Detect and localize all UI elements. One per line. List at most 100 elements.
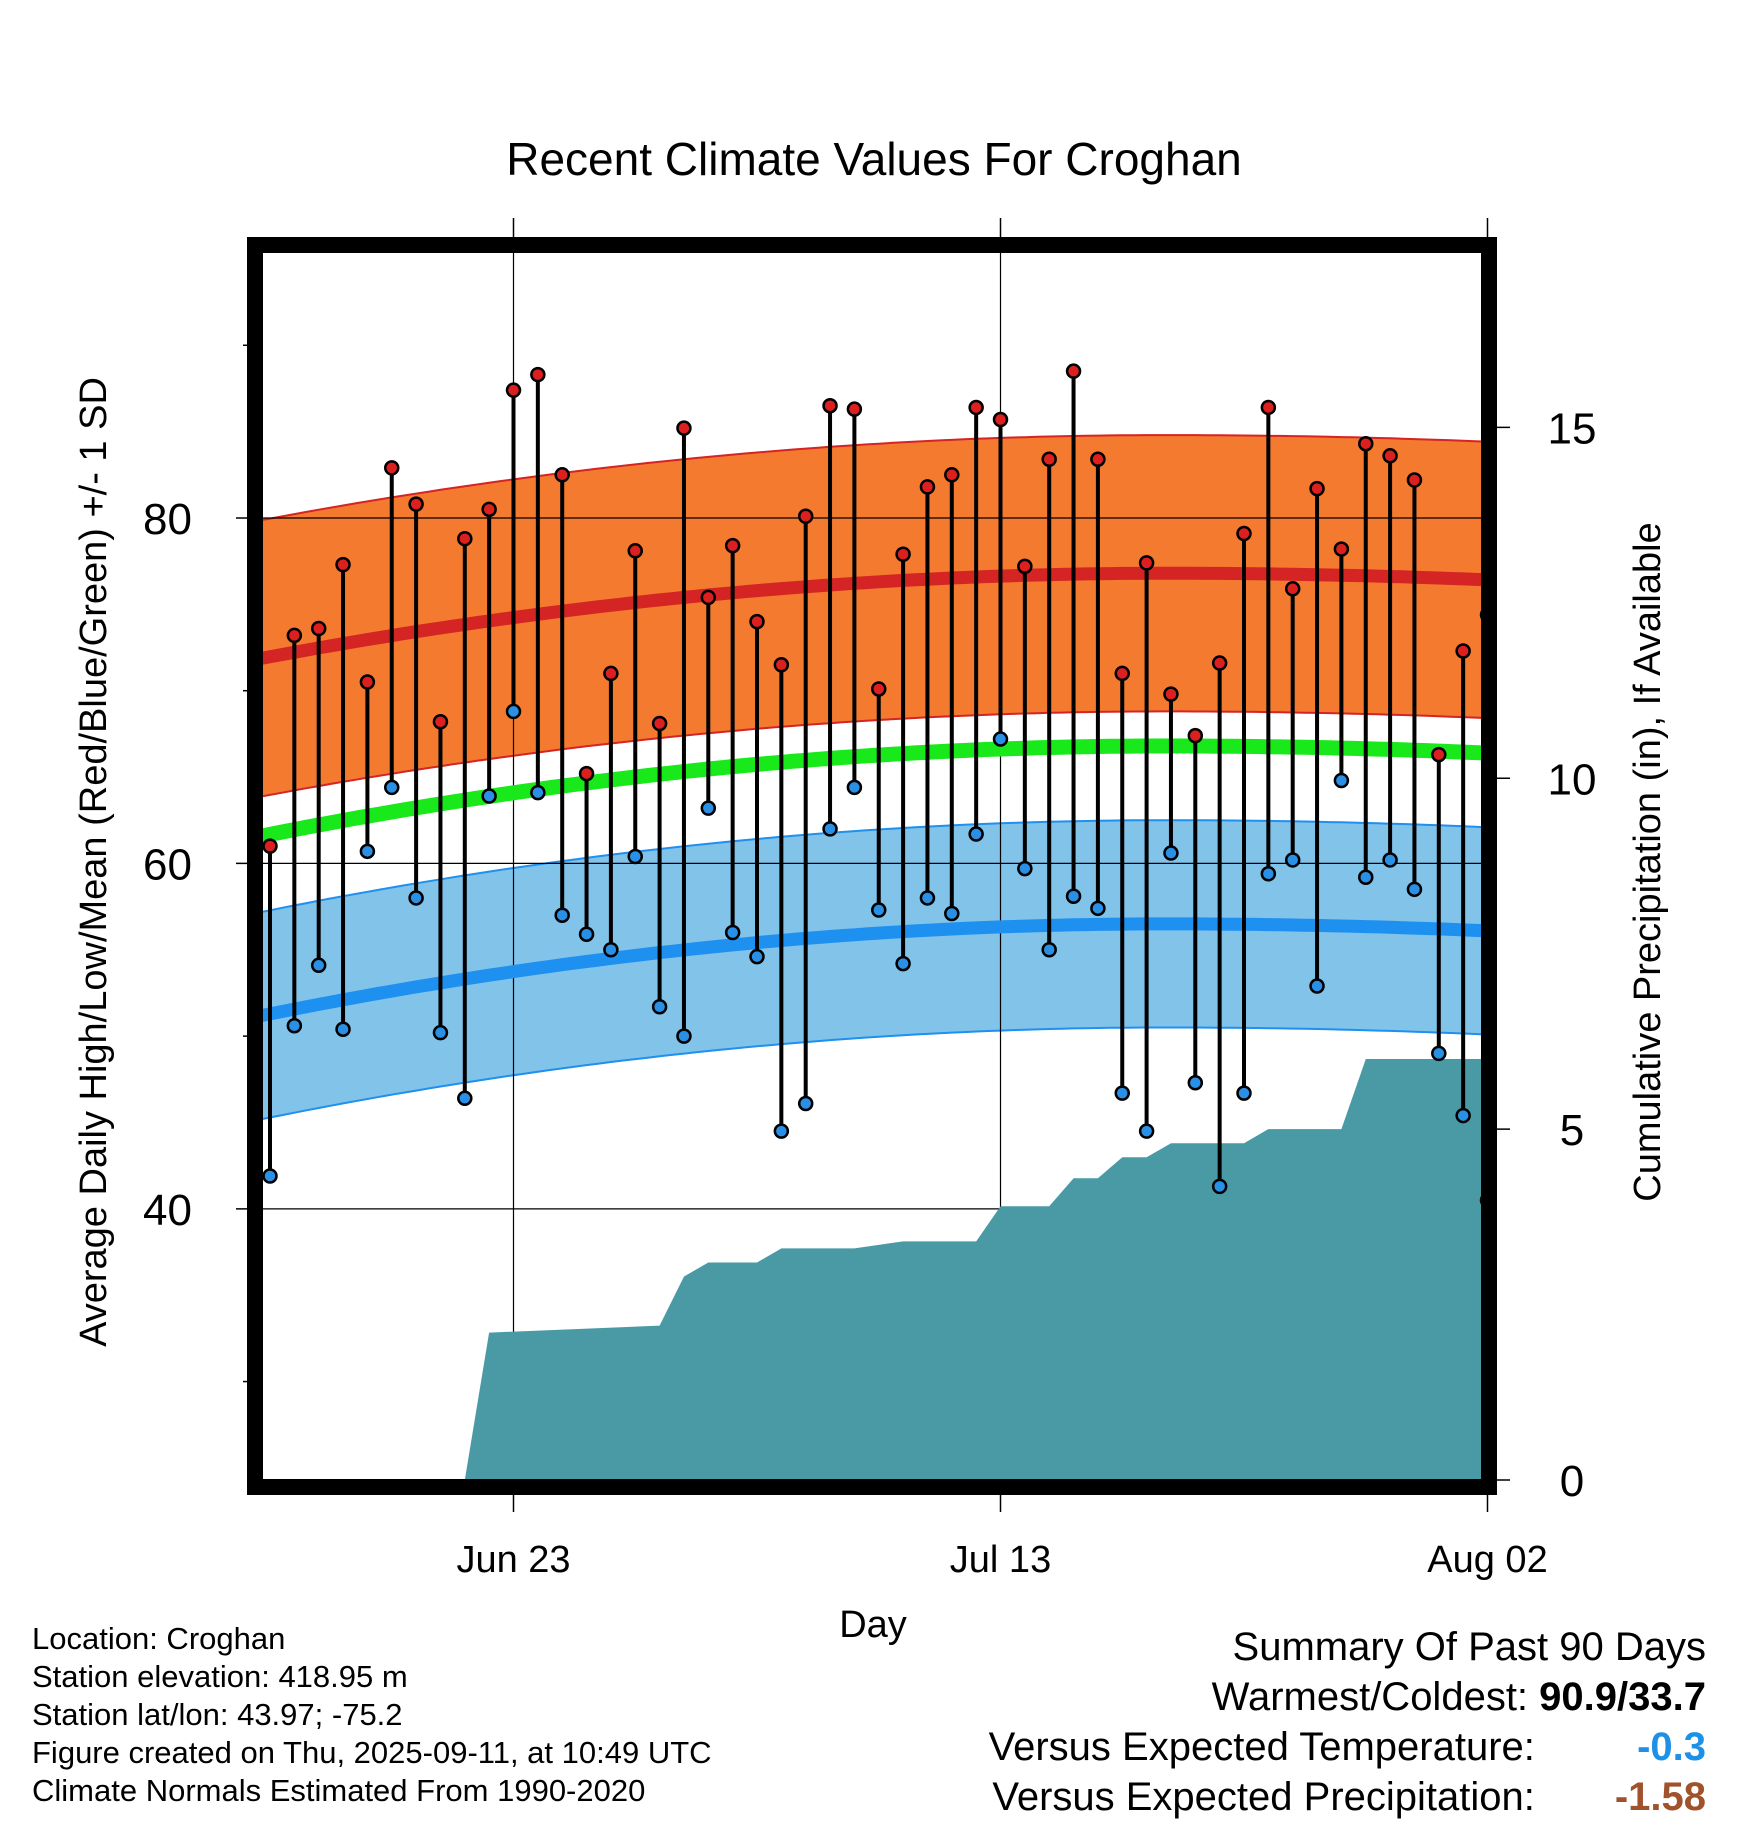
daily-high-point xyxy=(1211,655,1228,671)
daily-low-point xyxy=(262,1168,278,1184)
daily-high-point xyxy=(1309,480,1325,497)
daily-high-point xyxy=(1333,541,1350,557)
daily-high-point xyxy=(797,508,814,525)
daily-low-point xyxy=(1578,921,1591,934)
daily-high-point xyxy=(1406,472,1423,488)
daily-high-point xyxy=(1700,351,1713,364)
daily-high-point xyxy=(1284,581,1301,597)
precip-value: -1.58 xyxy=(1614,1775,1706,1819)
daily-high-point xyxy=(1017,558,1033,575)
daily-low-point xyxy=(1211,1178,1228,1195)
daily-high-point xyxy=(457,530,473,547)
y2-tick-label: 5 xyxy=(1560,1106,1584,1155)
x-axis-title: Day xyxy=(839,1604,907,1646)
y-tick-label: 60 xyxy=(143,840,192,889)
warmest-value: 90.9/33.7 xyxy=(1539,1675,1706,1719)
y2-tick-label: 10 xyxy=(1548,755,1597,804)
daily-high-point xyxy=(1651,429,1664,442)
precip-area xyxy=(270,1059,1482,1480)
daily-low-point xyxy=(627,848,643,865)
daily-high-point xyxy=(335,556,351,573)
daily-low-point xyxy=(359,843,376,860)
daily-low-point xyxy=(676,1028,692,1044)
daily-high-point xyxy=(1578,470,1591,483)
temp-label: Versus Expected Temperature: xyxy=(988,1725,1535,1769)
daily-low-point xyxy=(1530,1061,1543,1074)
daily-high-point xyxy=(554,467,570,483)
y-tick-label: 80 xyxy=(143,495,192,544)
daily-low-point xyxy=(1333,772,1350,789)
daily-high-point xyxy=(919,479,936,495)
daily-high-point xyxy=(1455,643,1471,659)
daily-low-point xyxy=(310,957,327,974)
daily-high-point xyxy=(1187,727,1204,744)
elevation-text: Station elevation: 418.95 m xyxy=(32,1659,408,1694)
summary-panel: Summary Of Past 90 Days Warmest/Coldest:… xyxy=(989,1622,1706,1822)
y2-tick-label: 0 xyxy=(1560,1457,1584,1506)
daily-low-point xyxy=(530,784,546,801)
daily-high-point xyxy=(262,838,278,854)
daily-low-point xyxy=(457,1090,473,1107)
daily-low-point xyxy=(1406,881,1423,898)
daily-low-point xyxy=(749,948,765,965)
normal-high-line xyxy=(262,566,1482,665)
daily-low-point xyxy=(1260,866,1277,882)
daily-high-point xyxy=(773,657,790,673)
daily-low-point xyxy=(505,703,522,720)
daily-low-point xyxy=(797,1095,814,1112)
temp-value: -0.3 xyxy=(1637,1725,1706,1769)
plot-frame xyxy=(247,237,1497,1495)
daily-high-point xyxy=(749,613,765,630)
x-tick-label: Jun 23 xyxy=(456,1539,570,1581)
latlon-text: Station lat/lon: 43.97; -75.2 xyxy=(32,1697,403,1732)
daily-low-point xyxy=(286,1018,303,1034)
daily-high-point xyxy=(286,627,303,644)
summary-precip-row: Versus Expected Precipitation: -1.58 xyxy=(989,1772,1706,1822)
summary-warmest-row: Warmest/Coldest: 90.9/33.7 xyxy=(989,1672,1706,1722)
daily-low-point xyxy=(335,1021,351,1037)
chart-title: Recent Climate Values For Croghan xyxy=(506,133,1241,185)
daily-low-point xyxy=(578,926,595,942)
daily-high-point xyxy=(481,501,497,518)
daily-high-point xyxy=(676,420,692,436)
daily-low-point xyxy=(1431,1045,1447,1062)
daily-high-point xyxy=(1065,363,1082,379)
daily-high-point xyxy=(408,496,424,512)
daily-high-point xyxy=(1603,489,1616,502)
daily-high-point xyxy=(992,411,1009,428)
daily-low-point xyxy=(1603,853,1616,866)
daily-low-point xyxy=(651,999,668,1015)
daily-low-point xyxy=(846,779,863,796)
daily-low-point xyxy=(1505,1097,1518,1110)
daily-high-point xyxy=(651,715,668,732)
daily-low-point xyxy=(481,788,497,804)
daily-low-point xyxy=(1358,869,1374,885)
daily-high-point xyxy=(1138,555,1155,571)
daily-high-point xyxy=(1236,525,1252,542)
station-info: Location: Croghan Station elevation: 418… xyxy=(32,1620,712,1810)
daily-low-point xyxy=(773,1123,790,1139)
precip-label: Versus Expected Precipitation: xyxy=(992,1775,1535,1819)
daily-high-point xyxy=(505,382,522,398)
y-axis-title: Average Daily High/Low/Mean (Red/Blue/Gr… xyxy=(73,377,115,1347)
daily-low-point xyxy=(1163,845,1179,861)
daily-high-point xyxy=(1114,665,1130,682)
daily-low-point xyxy=(1065,888,1082,904)
daily-low-point xyxy=(992,731,1009,747)
daily-low-point xyxy=(895,955,911,972)
created-text: Figure created on Thu, 2025-09-11, at 10… xyxy=(32,1735,712,1770)
normal-mean-line xyxy=(262,738,1482,844)
daily-high-point xyxy=(846,401,863,417)
daily-low-point xyxy=(1090,900,1106,917)
daily-high-point xyxy=(871,681,887,697)
daily-high-point xyxy=(310,620,327,637)
daily-high-point xyxy=(1163,686,1179,702)
daily-low-point xyxy=(1455,1107,1471,1124)
daily-low-point xyxy=(1700,900,1713,913)
daily-high-point xyxy=(1505,584,1518,597)
normal-low-band xyxy=(262,819,1482,1121)
warmest-label: Warmest/Coldest: xyxy=(1211,1675,1529,1719)
daily-low-point xyxy=(1382,852,1398,868)
daily-low-point xyxy=(700,800,717,816)
